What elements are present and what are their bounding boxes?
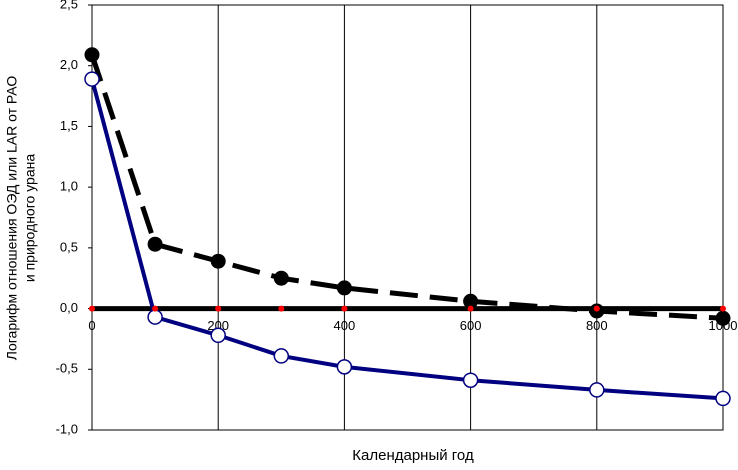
data-point	[84, 47, 100, 63]
x-axis-label: Календарный год	[352, 447, 474, 464]
y-tick-label: 2,0	[60, 57, 78, 72]
data-point	[152, 305, 159, 312]
data-point	[462, 372, 479, 388]
x-tick-label: 800	[586, 318, 608, 333]
data-point	[278, 305, 285, 312]
y-tick-label: 0,5	[60, 239, 78, 254]
x-tick-label: 0	[88, 318, 95, 333]
y-tick-label: -1,0	[56, 421, 78, 436]
series-line	[89, 53, 724, 321]
data-point	[341, 305, 348, 312]
data-point	[84, 71, 100, 87]
y-axis-label: Логарифм отношения ОЭД или LAR от РАО	[4, 76, 20, 361]
y-tick-label: 1,0	[60, 179, 78, 194]
data-point	[215, 305, 222, 312]
y-tick-label: 0,0	[60, 300, 78, 315]
x-tick-label: 400	[334, 318, 356, 333]
data-point	[715, 310, 731, 326]
x-tick-label: 200	[207, 318, 229, 333]
series-line	[90, 78, 724, 401]
data-point	[147, 309, 163, 325]
data-point	[210, 327, 226, 344]
plot-frame	[91, 4, 724, 431]
data-point	[715, 390, 731, 407]
y-tick-label: 1,5	[60, 118, 78, 133]
data-point	[589, 382, 605, 398]
x-tick-label: 600	[460, 318, 482, 333]
data-point	[210, 253, 226, 269]
data-point	[147, 236, 163, 252]
data-point	[273, 348, 290, 364]
data-point	[89, 305, 95, 312]
data-point	[593, 305, 600, 312]
y-tick-label: -0,5	[56, 361, 78, 376]
y-axis-label: и природного урана	[22, 154, 38, 282]
data-point	[273, 270, 289, 286]
data-point	[720, 305, 726, 312]
data-point	[336, 280, 352, 296]
data-point	[467, 305, 474, 312]
data-point	[336, 359, 353, 375]
y-tick-label: 2,5	[60, 0, 78, 11]
